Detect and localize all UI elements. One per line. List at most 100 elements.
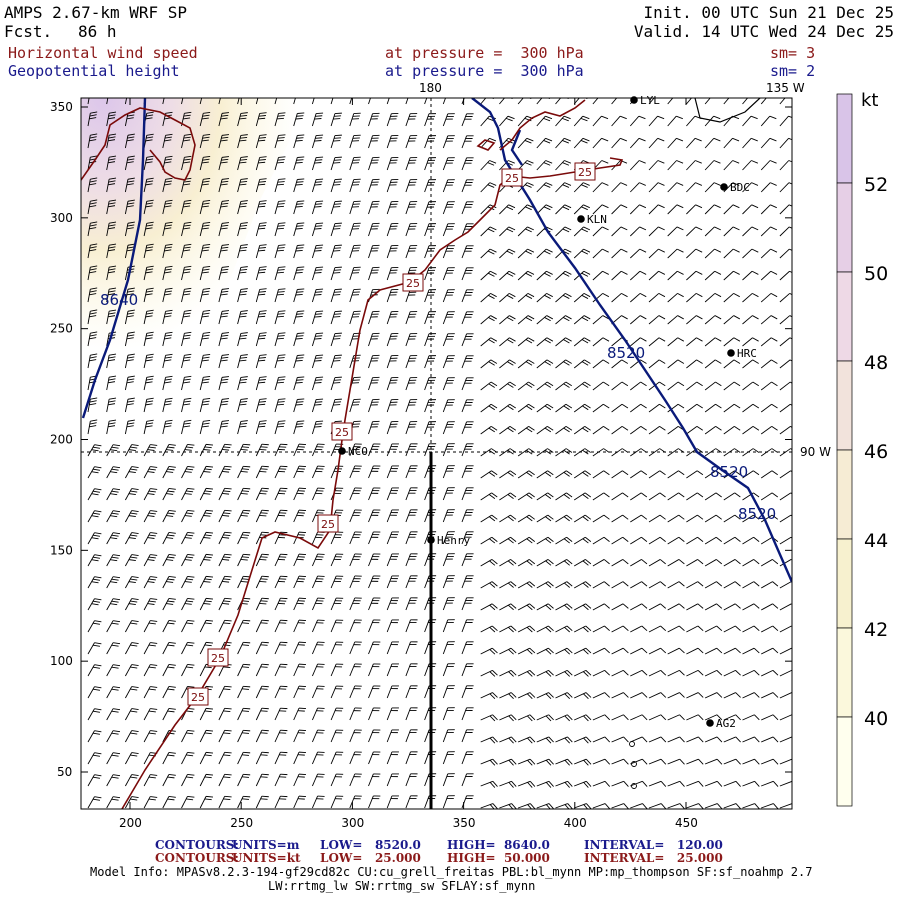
svg-text:HRC: HRC [737, 347, 757, 360]
colorbar-swatch [836, 360, 853, 451]
station-marker: HRC [727, 347, 757, 360]
height-contour-8520 [471, 98, 792, 583]
speed-contour-25-ne [499, 99, 586, 151]
svg-text:KLN: KLN [587, 213, 607, 226]
y-tick-label: 350 [50, 100, 73, 114]
footer-high: HIGH= 50.000 [447, 851, 550, 865]
speed-contours [81, 98, 761, 809]
speed-contour-label: 25 [207, 648, 229, 667]
station-marker: KLN [577, 213, 607, 226]
x-tick-label: 300 [341, 816, 364, 830]
x-tick-label: 250 [230, 816, 253, 830]
x-tick-label: 450 [675, 816, 698, 830]
speed-contour-label: 25 [317, 514, 339, 533]
footer-low: LOW= 25.000 [320, 851, 421, 865]
field1-name: Horizontal wind speed [8, 44, 198, 62]
colorbar-swatch [836, 182, 853, 273]
model-info-2: LW:rrtmg_lw SW:rrtmg_sw SFLAY:sf_mynn [268, 879, 536, 893]
colorbar: kt 52 50 48 46 44 42 40 [836, 90, 888, 807]
x-tick-label: 200 [119, 816, 142, 830]
y-tick-label: 100 [50, 654, 73, 668]
model-title: AMPS 2.67-km WRF SP [4, 3, 188, 22]
meridian-label: 180 [419, 81, 442, 95]
valid-time: Valid. 14 UTC Wed 24 Dec 25 [633, 22, 894, 41]
field2-name: Geopotential height [8, 62, 180, 80]
speed-contour-label: 25 [501, 168, 523, 187]
meridian-label: 135 W [766, 81, 805, 95]
model-info: Model Info: MPASv8.2.3-194-gf29cd82c CU:… [90, 865, 813, 879]
colorbar-swatch [836, 627, 853, 718]
footer-contours-label: CONTOURS: [155, 838, 239, 852]
speed-contour-label: 25 [574, 162, 596, 181]
height-contours [81, 98, 792, 583]
footer-units: UNITS=m [232, 838, 300, 852]
colorbar-label: 50 [864, 263, 888, 285]
colorbar-label: 52 [864, 174, 888, 196]
svg-text:AG2: AG2 [716, 717, 736, 730]
colorbar-swatch [836, 449, 853, 540]
height-contour-8520-b [510, 129, 523, 166]
colorbar-swatch [836, 716, 853, 807]
colorbar-swatch [836, 538, 853, 629]
speed-contour-25-nw [81, 107, 196, 181]
speed-contour-label: 25 [331, 422, 353, 441]
coastline-fragment [694, 98, 761, 123]
field2-level: at pressure = 300 hPa [385, 62, 584, 80]
svg-text:25: 25 [578, 166, 592, 179]
speed-contour-25-island [476, 139, 496, 151]
speed-contour-label: 25 [187, 687, 209, 706]
y-tick-label: 150 [50, 543, 73, 557]
x-tick-label: 350 [453, 816, 476, 830]
footer-low: LOW= 8520.0 [320, 838, 421, 852]
wind-barbs [87, 98, 792, 809]
height-label: 8520 [738, 505, 776, 523]
svg-text:25: 25 [335, 426, 349, 439]
speed-contour-labels: 25 25 25 25 25 25 25 [187, 162, 596, 706]
init-time: Init. 00 UTC Sun 21 Dec 25 [643, 3, 894, 22]
forecast-label: Fcst. [4, 22, 53, 41]
svg-text:25: 25 [406, 277, 420, 290]
y-tick-label: 250 [50, 322, 73, 336]
colorbar-label: 48 [864, 352, 888, 374]
contour-labels: 8640 8520 8520 8520 [100, 291, 776, 523]
footer-interval: INTERVAL= 25.000 [584, 851, 723, 865]
y-tick-label: 50 [57, 765, 72, 779]
colorbar-label: 46 [864, 441, 888, 463]
colorbar-label: 40 [864, 708, 888, 730]
height-contour-8640 [81, 98, 147, 419]
axis-ticks: 200 250 300 350 400 450 50 100 150 200 250 300 350 [50, 98, 792, 830]
colorbar-label: 42 [864, 619, 888, 641]
colorbar-label: 44 [864, 530, 888, 552]
footer-interval: INTERVAL= 120.00 [584, 838, 723, 852]
footer-units: UNITS=kt [232, 851, 301, 865]
colorbar-swatch [836, 271, 853, 362]
svg-text:LYL: LYL [640, 94, 660, 107]
speed-contour-25-main [121, 157, 624, 809]
plot-frame [80, 97, 793, 810]
svg-text:Henry: Henry [437, 534, 470, 547]
colorbar-unit: kt [861, 90, 878, 111]
colorbar-swatch [836, 93, 853, 184]
stations: LYL BDC KLN HRC NCO Henry AG2 [338, 94, 757, 730]
height-label: 8520 [607, 344, 645, 362]
field2-smoothing: sm= 2 [770, 62, 816, 80]
field1-level: at pressure = 300 hPa [385, 44, 584, 62]
graticule [81, 98, 792, 453]
svg-text:25: 25 [505, 172, 519, 185]
meridian-label: 90 W [800, 445, 831, 459]
svg-text:NCO: NCO [348, 445, 368, 458]
svg-text:25: 25 [321, 518, 335, 531]
field1-smoothing: sm= 3 [770, 44, 816, 62]
x-tick-label: 400 [564, 816, 587, 830]
station-marker: NCO [338, 445, 368, 458]
station-marker: AG2 [706, 717, 736, 730]
height-label: 8520 [710, 463, 748, 481]
svg-text:25: 25 [211, 652, 225, 665]
speed-contour-label: 25 [402, 273, 424, 292]
y-tick-label: 200 [50, 433, 73, 447]
height-label: 8640 [100, 291, 138, 309]
station-marker: Henry [427, 534, 470, 547]
forecast-hour: 86 h [78, 22, 117, 41]
footer-high: HIGH= 8640.0 [447, 838, 550, 852]
